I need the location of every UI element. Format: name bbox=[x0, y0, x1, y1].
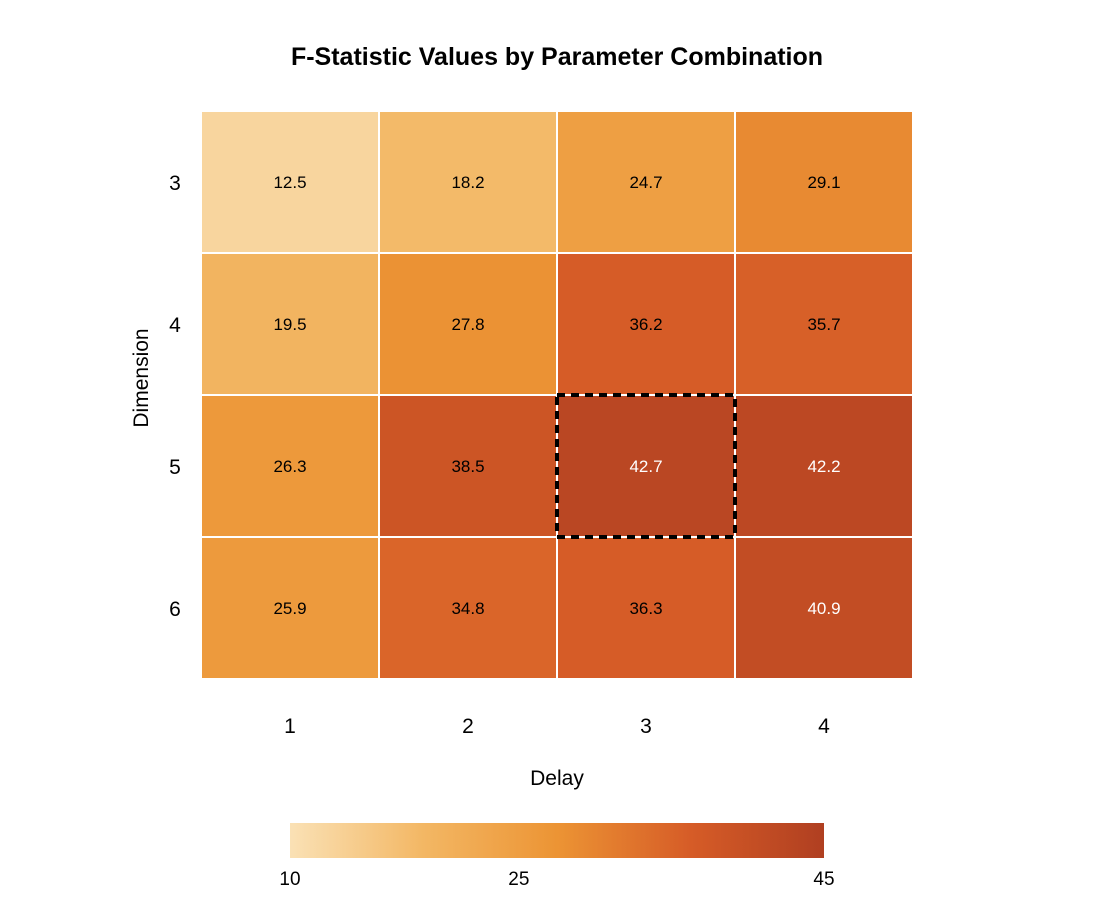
cell-value-label: 25.9 bbox=[273, 599, 306, 618]
cell-value-label: 35.7 bbox=[807, 315, 840, 334]
x-tick-label: 4 bbox=[818, 715, 830, 738]
x-axis-label: Delay bbox=[530, 767, 584, 790]
heatmap-cell bbox=[556, 110, 736, 254]
y-tick-label: 6 bbox=[169, 598, 181, 621]
y-axis-ticks: 3 4 5 6 bbox=[169, 172, 181, 621]
heatmap-cells: 12.5 18.2 24.7 29.1 19.5 27.8 36.2 35.7 26.3 38.5… bbox=[200, 110, 914, 680]
cell-value-label: 27.8 bbox=[451, 315, 484, 334]
cell-value-label: 42.2 bbox=[807, 457, 840, 476]
cell-value-label: 29.1 bbox=[807, 173, 840, 192]
y-tick-label: 4 bbox=[169, 314, 181, 337]
best-combination-highlight bbox=[555, 393, 737, 539]
heatmap-cell bbox=[200, 394, 380, 538]
cell-value-label: 18.2 bbox=[451, 173, 484, 192]
x-tick-label: 3 bbox=[640, 715, 652, 738]
heatmap-cell bbox=[200, 536, 380, 680]
chart-title: F-Statistic Values by Parameter Combinat… bbox=[291, 43, 823, 71]
cell-value-label: 40.9 bbox=[807, 599, 840, 618]
x-tick-label: 1 bbox=[284, 715, 296, 738]
colorbar-tick-label: 10 bbox=[279, 869, 300, 890]
cell-value-label: 36.3 bbox=[629, 599, 662, 618]
colorbar-tick-label: 25 bbox=[508, 869, 529, 890]
heatmap-cell bbox=[378, 536, 558, 680]
cell-value-label: 38.5 bbox=[451, 457, 484, 476]
heatmap-cell bbox=[734, 110, 914, 254]
heatmap-cell bbox=[378, 394, 558, 538]
heatmap-cell bbox=[556, 252, 736, 396]
colorbar bbox=[290, 823, 824, 858]
heatmap-cell bbox=[200, 252, 380, 396]
cell-value-label: 34.8 bbox=[451, 599, 484, 618]
y-tick-label: 5 bbox=[169, 456, 181, 479]
cell-value-label: 36.2 bbox=[629, 315, 662, 334]
cell-value-label: 12.5 bbox=[273, 173, 306, 192]
colorbar-ticks: 10 25 45 bbox=[279, 869, 834, 890]
x-axis-ticks: 1 2 3 4 bbox=[284, 715, 830, 738]
x-tick-label: 2 bbox=[462, 715, 474, 738]
cell-value-label: 26.3 bbox=[273, 457, 306, 476]
cell-value-label: 19.5 bbox=[273, 315, 306, 334]
heatmap-cell bbox=[734, 536, 914, 680]
colorbar-tick-label: 45 bbox=[813, 869, 834, 890]
y-tick-label: 3 bbox=[169, 172, 181, 195]
heatmap-cell bbox=[200, 110, 380, 254]
cell-value-label: 24.7 bbox=[629, 173, 662, 192]
heatmap-cell bbox=[734, 252, 914, 396]
cell-value-label: 42.7 bbox=[629, 457, 662, 476]
y-axis-label: Dimension bbox=[130, 328, 153, 427]
